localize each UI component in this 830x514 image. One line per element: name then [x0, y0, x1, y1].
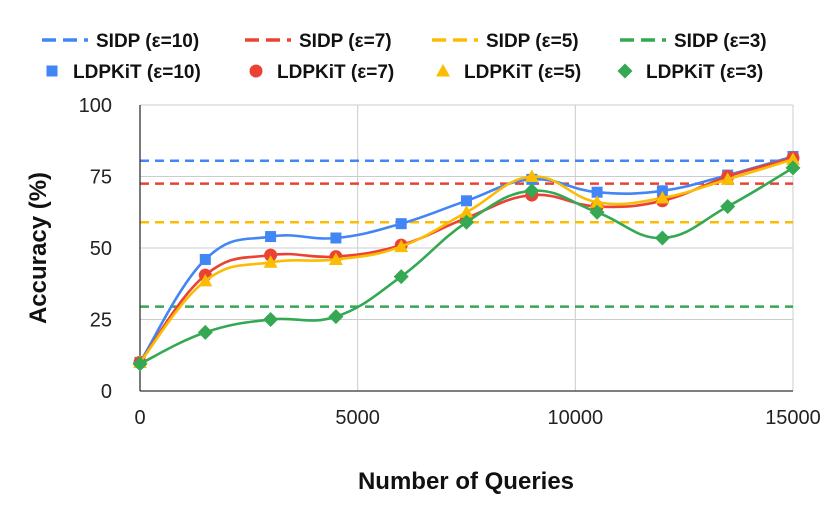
- data-point-ldpkit-eps-5: [655, 190, 670, 204]
- legend-label-ldpkit-eps-5: LDPKiT (ε=5): [464, 62, 581, 83]
- x-tick-label: 10000: [548, 407, 604, 429]
- data-point-ldpkit-eps-5: [590, 195, 605, 208]
- data-point-ldpkit-eps-5: [524, 169, 539, 182]
- reference-lines: [140, 159, 793, 308]
- data-point-ldpkit-eps-5: [328, 252, 343, 265]
- data-point-ldpkit-eps-10: [395, 218, 407, 230]
- x-tick-label: 5000: [335, 407, 380, 429]
- legend-label-ldpkit-eps-3: LDPKiT (ε=3): [646, 62, 763, 83]
- data-point-ldpkit-eps-3: [654, 230, 670, 246]
- series-ldpkit-eps-5: [133, 152, 800, 368]
- data-point-ldpkit-eps-5: [394, 239, 409, 253]
- data-point-ldpkit-eps-7: [264, 248, 278, 262]
- data-point-ldpkit-eps-3: [589, 204, 605, 220]
- legend-label-sidp-eps-10: SIDP (ε=10): [96, 31, 199, 52]
- data-series: [132, 150, 801, 372]
- y-tick-label: 0: [101, 381, 112, 403]
- data-point-ldpkit-eps-5: [198, 273, 213, 287]
- legend: SIDP (ε=10) SIDP (ε=7) SIDP (ε=5) SIDP (ε=3…: [42, 31, 767, 83]
- data-point-ldpkit-eps-3: [328, 309, 344, 325]
- legend-marker-ldpkit-eps-7: [249, 64, 263, 78]
- data-point-ldpkit-eps-5: [786, 152, 800, 165]
- legend-marker-ldpkit-eps-5: [436, 64, 450, 77]
- legend-marker-ldpkit-eps-3: [617, 63, 633, 79]
- data-point-ldpkit-eps-3: [263, 312, 279, 327]
- y-tick-label: 50: [90, 238, 112, 260]
- series-line-ldpkit-eps-5: [138, 158, 794, 364]
- data-point-ldpkit-eps-10: [591, 186, 603, 198]
- data-point-ldpkit-eps-3: [524, 183, 540, 199]
- axes: [139, 105, 793, 392]
- legend-label-ldpkit-eps-7: LDPKiT (ε=7): [277, 62, 394, 83]
- data-point-ldpkit-eps-3: [197, 324, 213, 340]
- data-point-ldpkit-eps-5: [720, 172, 735, 185]
- y-tick-label: 100: [79, 95, 112, 117]
- legend-marker-ldpkit-eps-10: [46, 65, 58, 77]
- data-point-ldpkit-eps-3: [393, 269, 409, 285]
- y-axis-title: Accuracy (%): [25, 172, 52, 324]
- legend-label-ldpkit-eps-10: LDPKiT (ε=10): [73, 62, 201, 83]
- data-point-ldpkit-eps-10: [656, 185, 668, 197]
- legend-label-sidp-eps-3: SIDP (ε=3): [674, 31, 767, 52]
- gridlines: [140, 104, 794, 391]
- data-point-ldpkit-eps-10: [330, 232, 342, 244]
- data-point-ldpkit-eps-5: [263, 255, 278, 268]
- data-point-ldpkit-eps-3: [785, 160, 801, 176]
- data-point-ldpkit-eps-5: [459, 205, 474, 218]
- data-point-ldpkit-eps-10: [265, 231, 277, 243]
- legend-label-sidp-eps-5: SIDP (ε=5): [486, 31, 579, 52]
- y-tick-label: 75: [90, 167, 112, 189]
- x-tick-label: 15000: [765, 407, 821, 429]
- data-point-ldpkit-eps-3: [459, 214, 474, 230]
- y-tick-label: 25: [90, 310, 112, 332]
- tick-labels: 0 25 50 75 100 0 5000 10000 15000: [79, 95, 821, 429]
- x-axis-title: Number of Queries: [358, 468, 574, 495]
- data-point-ldpkit-eps-10: [461, 195, 472, 207]
- legend-label-sidp-eps-7: SIDP (ε=7): [299, 31, 392, 52]
- data-point-ldpkit-eps-3: [132, 356, 148, 372]
- series-ldpkit-eps-3: [132, 160, 801, 372]
- data-point-ldpkit-eps-10: [199, 253, 211, 265]
- x-tick-label: 0: [134, 407, 145, 429]
- data-point-ldpkit-eps-3: [720, 199, 736, 215]
